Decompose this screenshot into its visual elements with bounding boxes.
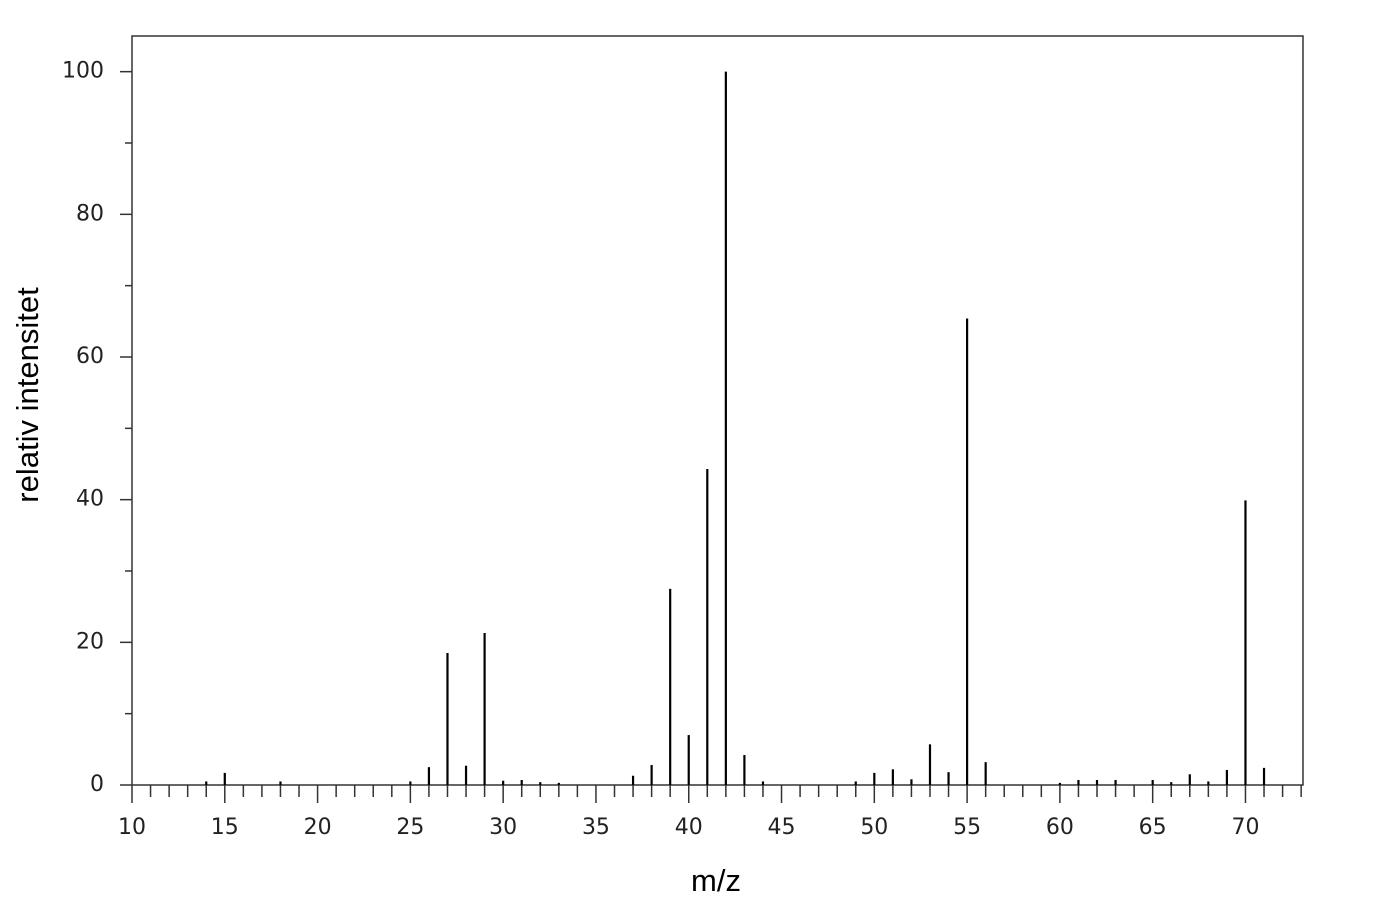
y-tick-label: 80 (76, 201, 104, 226)
x-tick-label: 30 (489, 815, 517, 840)
x-tick-label: 25 (396, 815, 424, 840)
y-tick-label: 40 (76, 487, 104, 512)
x-tick-label: 55 (953, 815, 981, 840)
y-tick-label: 60 (76, 344, 104, 369)
y-tick-label: 100 (62, 59, 104, 84)
x-tick-label: 10 (118, 815, 146, 840)
x-tick-label: 65 (1139, 815, 1167, 840)
x-tick-label: 15 (211, 815, 239, 840)
y-tick-label: 20 (76, 629, 104, 654)
x-tick-label: 40 (675, 815, 703, 840)
x-tick-label: 70 (1231, 815, 1259, 840)
y-axis-label: relativ intensitet (10, 287, 45, 503)
x-tick-label: 60 (1046, 815, 1074, 840)
x-tick-label: 20 (304, 815, 332, 840)
x-tick-label: 35 (582, 815, 610, 840)
plot-frame (131, 35, 1304, 786)
x-tick-label: 45 (768, 815, 796, 840)
y-tick-label: 0 (90, 772, 104, 797)
x-axis-label: m/z (691, 863, 741, 898)
x-tick-label: 50 (860, 815, 888, 840)
